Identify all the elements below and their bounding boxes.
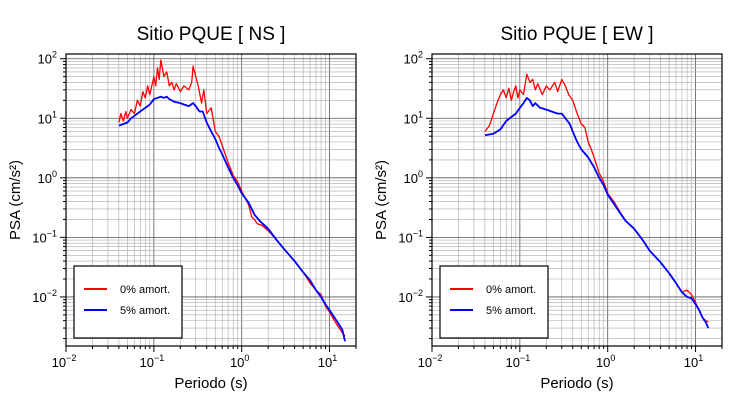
axis-ticks <box>426 58 723 352</box>
x-tick-label: 101 <box>684 353 703 370</box>
y-tick-label: 101 <box>38 109 57 126</box>
legend-label: 0% amort. <box>120 284 170 296</box>
plot-frame <box>431 53 723 347</box>
y-tick-label: 102 <box>38 50 57 67</box>
x-tick-label: 100 <box>230 353 249 370</box>
legend-label: 0% amort. <box>486 284 536 296</box>
x-axis-label: Periodo (s) <box>174 375 247 392</box>
legend-box <box>73 265 183 339</box>
legend: 0% amort. 5% amort. <box>439 265 549 339</box>
chart-ew: Sitio PQUE [ EW ] 10−2 10−1 100 101 10−2 10−1 1… <box>373 24 723 392</box>
x-tick-label: 10−1 <box>139 353 164 370</box>
legend-label: 5% amort. <box>486 305 536 317</box>
chart-title: Sitio PQUE [ NS ] <box>137 24 286 45</box>
y-tick-label: 10−2 <box>398 288 423 305</box>
y-tick-label: 100 <box>404 169 423 186</box>
chart-title: Sitio PQUE [ EW ] <box>500 24 653 45</box>
y-tick-label: 100 <box>38 169 57 186</box>
x-tick-label: 100 <box>596 353 615 370</box>
chart-ns: Sitio PQUE [ NS ] 10−2 10−1 100 101 10−2 10−1 1… <box>7 24 357 392</box>
y-tick-label: 10−1 <box>32 228 57 245</box>
axis-ticks <box>60 58 357 352</box>
legend-label: 5% amort. <box>120 305 170 317</box>
grid <box>431 54 723 346</box>
y-tick-label: 10−2 <box>32 288 57 305</box>
x-axis-label: Periodo (s) <box>540 375 613 392</box>
y-tick-label: 101 <box>404 109 423 126</box>
x-tick-label: 10−2 <box>418 353 443 370</box>
legend: 0% amort. 5% amort. <box>73 265 183 339</box>
x-tick-label: 10−1 <box>505 353 530 370</box>
y-tick-label: 10−1 <box>398 228 423 245</box>
plot-frame <box>65 53 357 347</box>
series-line-damped <box>484 97 710 329</box>
y-axis-label: PSA (cm/s²) <box>7 160 24 240</box>
legend-box <box>439 265 549 339</box>
x-tick-label: 101 <box>318 353 337 370</box>
y-axis-label: PSA (cm/s²) <box>373 160 390 240</box>
series-line-damped <box>118 95 346 342</box>
y-tick-label: 102 <box>404 50 423 67</box>
x-tick-label: 10−2 <box>52 353 77 370</box>
